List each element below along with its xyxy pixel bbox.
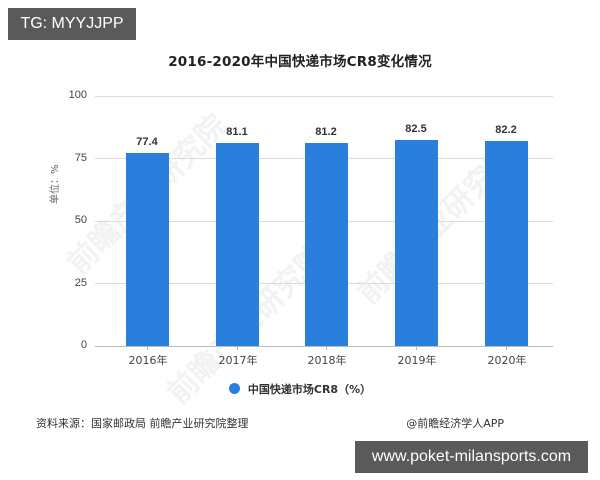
plot-area: 77.4 81.1 81.2 82.5 82.2 — [95, 96, 553, 350]
y-tick: 25 — [74, 277, 87, 289]
bar-2019 — [395, 139, 438, 346]
legend: 中国快递市场CR8（%） — [0, 381, 600, 397]
x-tick-mark — [416, 346, 417, 350]
x-tick-label: 2020年 — [487, 354, 527, 367]
bar-value-label: 82.5 — [405, 122, 427, 135]
legend-label: 中国快递市场CR8（%） — [247, 383, 372, 396]
tg-badge: TG: MYYJJPP — [8, 8, 136, 40]
x-tick-mark — [237, 346, 238, 350]
y-tick: 50 — [74, 214, 87, 226]
y-tick: 0 — [80, 339, 87, 351]
gridline — [95, 96, 553, 97]
legend-marker-icon — [228, 383, 240, 394]
x-tick-label: 2018年 — [307, 354, 347, 367]
x-tick-mark — [506, 346, 507, 350]
bar-value-label: 81.2 — [315, 126, 337, 138]
bar-value-label: 77.4 — [136, 135, 158, 148]
x-axis — [95, 346, 553, 347]
bar-2016 — [126, 152, 169, 346]
chart-title: 2016-2020年中国快递市场CR8变化情况 — [168, 54, 432, 70]
y-tick: 75 — [74, 152, 87, 164]
x-tick-label: 2016年 — [128, 354, 168, 367]
source-note: 资料来源：国家邮政局 前瞻产业研究院整理 — [36, 417, 249, 430]
bar-2018 — [305, 143, 348, 346]
x-tick-label: 2017年 — [218, 354, 258, 367]
bar-2017 — [216, 143, 259, 346]
bar-2020 — [485, 140, 528, 346]
credit-note: @前瞻经济学人APP — [406, 417, 504, 430]
x-tick-label: 2019年 — [397, 354, 437, 367]
url-badge: www.poket-milansports.com — [355, 441, 588, 473]
y-tick: 100 — [68, 89, 87, 101]
bar-value-label: 82.2 — [495, 123, 517, 136]
x-tick-mark — [326, 346, 327, 350]
x-tick-mark — [147, 346, 148, 350]
bar-value-label: 81.1 — [226, 126, 248, 139]
y-axis-label: 单位：% — [50, 164, 61, 204]
